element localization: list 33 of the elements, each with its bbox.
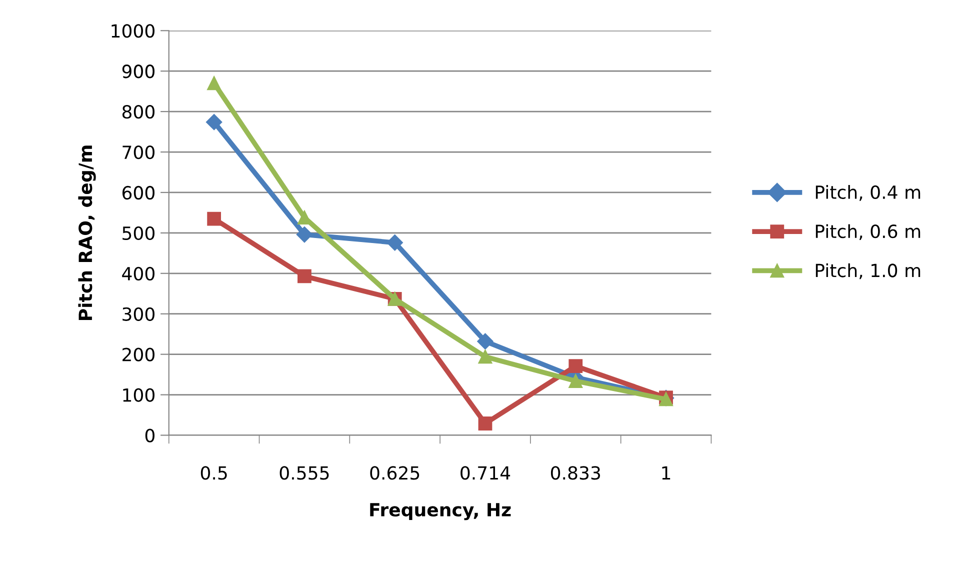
y-tick-label: 100 xyxy=(123,388,154,402)
y-tick-label: 800 xyxy=(122,105,154,119)
y-tick-label: 700 xyxy=(122,145,154,160)
point xyxy=(478,416,492,430)
x-tick-label: 0.625 xyxy=(370,466,420,480)
y-axis-title: Pitch RAO, deg/m xyxy=(78,146,96,320)
y-tick-label: 1000 xyxy=(112,24,154,38)
point xyxy=(478,350,492,364)
point xyxy=(206,114,222,130)
point xyxy=(386,234,403,251)
x-tick-label: 0.5 xyxy=(200,466,227,480)
y-tick-label: 300 xyxy=(122,307,154,321)
legend-label: Pitch, 1.0 m xyxy=(816,263,920,280)
point xyxy=(477,333,494,350)
legend-label: Pitch, 0.6 m xyxy=(816,224,920,240)
point xyxy=(568,359,583,373)
x-tick-label: 0.714 xyxy=(460,466,510,480)
point xyxy=(568,374,583,388)
y-tick-label: 200 xyxy=(122,348,154,362)
x-axis-title: Frequency, Hz xyxy=(370,503,511,520)
x-tick-label: 1 xyxy=(662,466,670,480)
y-tick-label: 500 xyxy=(122,226,154,240)
point xyxy=(207,76,222,90)
y-tick-label: 400 xyxy=(122,266,154,281)
point xyxy=(207,212,222,226)
x-tick-label: 0.555 xyxy=(280,466,329,480)
point xyxy=(298,269,312,284)
y-tick-label: 0 xyxy=(145,428,154,442)
point xyxy=(296,226,313,243)
y-tick-label: 900 xyxy=(122,64,154,78)
y-tick-label: 600 xyxy=(122,186,154,200)
x-tick-label: 0.833 xyxy=(550,466,600,480)
legend-label: Pitch, 0.4 m xyxy=(816,185,920,201)
